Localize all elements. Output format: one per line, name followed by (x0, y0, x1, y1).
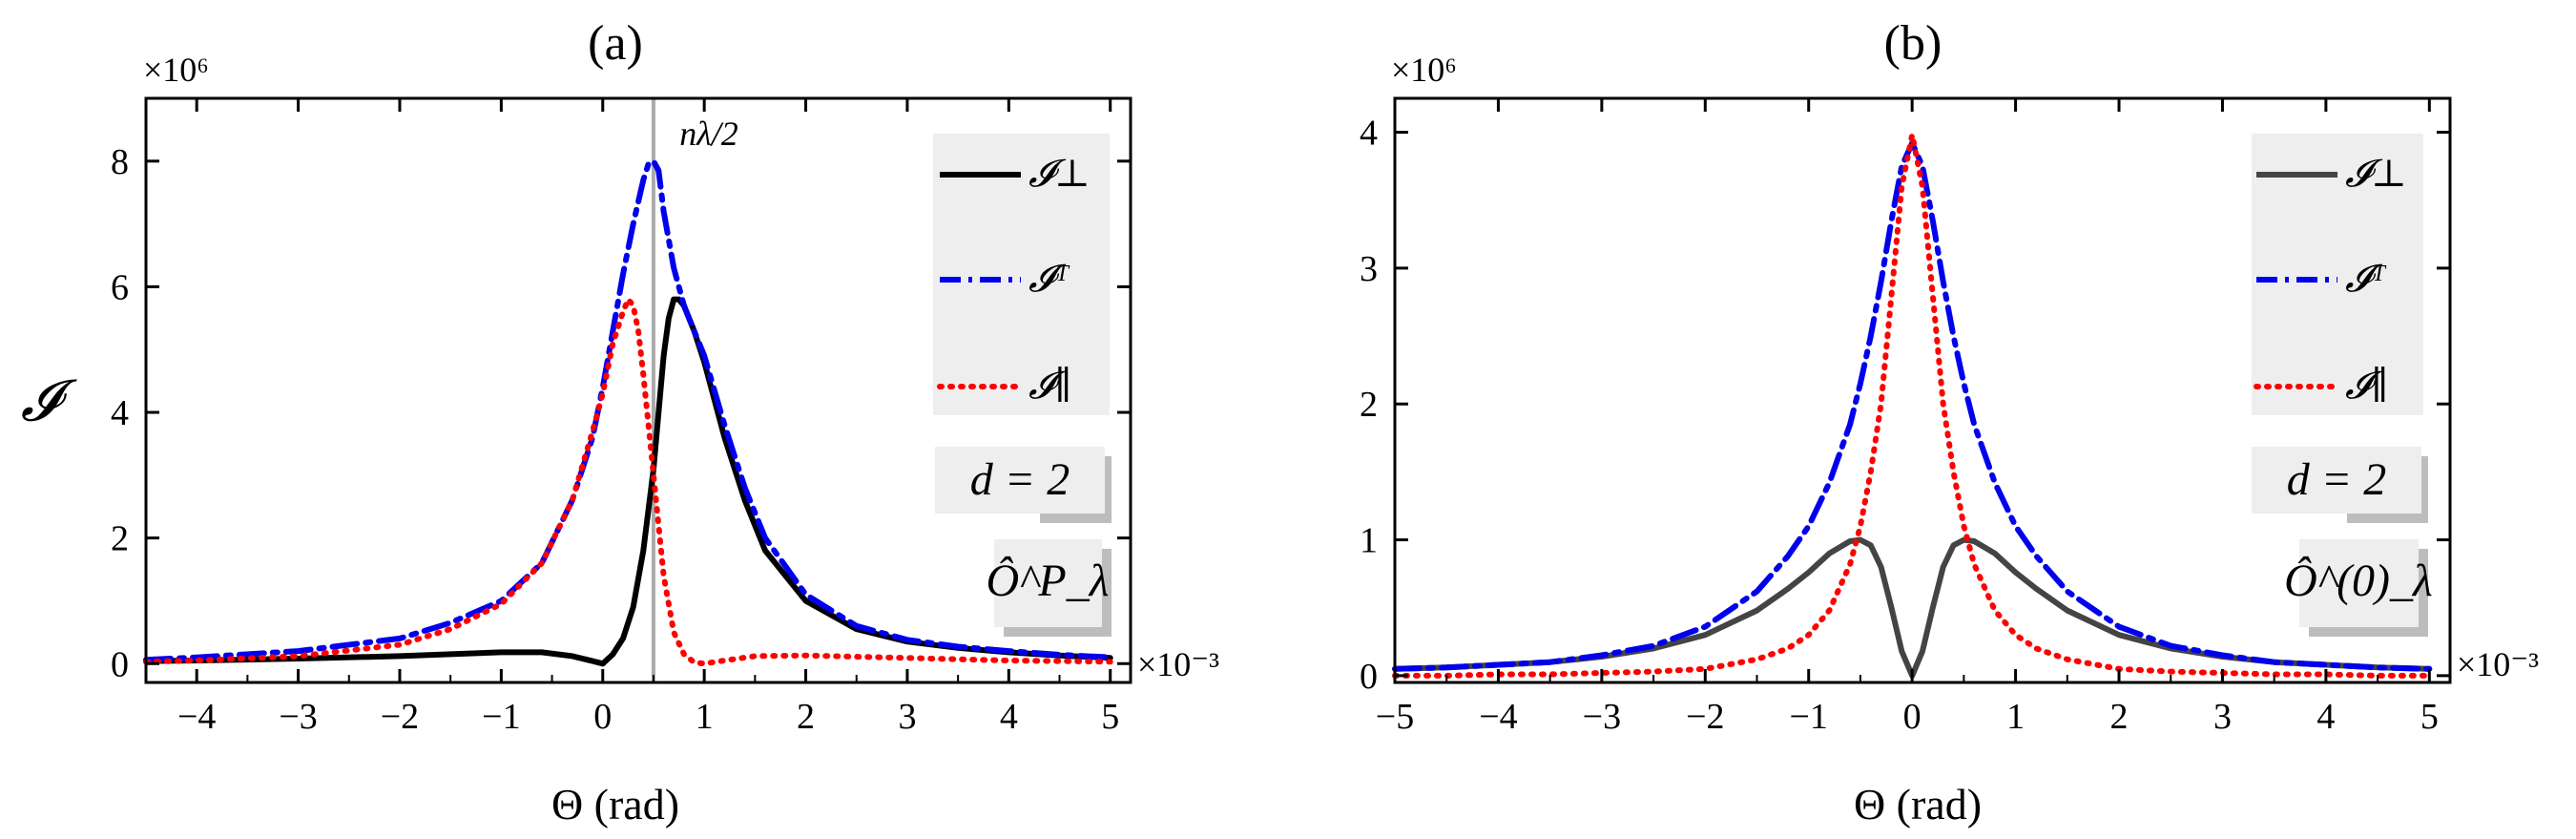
panel-b-param-box (2252, 447, 2421, 514)
panel-b-ytick-label: 3 (1360, 249, 1378, 289)
panel-a-legend-label-parallel: 𝓘∥ (1028, 364, 1072, 407)
panel-b-series-perp (1392, 536, 2433, 679)
panel-a-ytick-label: 4 (111, 393, 129, 433)
panel-a-xlabel: Θ (rad) (551, 780, 679, 829)
panel-b-axes-frame (1393, 96, 2452, 684)
panel-a-title: (a) (588, 16, 643, 71)
panel-b-xtick-label: −5 (1376, 697, 1414, 737)
panel-b-legend-label-total: 𝓘ᵀ (2345, 257, 2387, 300)
panel-a: −4 −3 −2 −1 0 1 2 3 4 5 0 2 4 6 8 (a) ×10⁶ 𝓘 Θ (rad) ×… (21, 16, 1220, 829)
panel-a-y-multiplier: ×10⁶ (143, 51, 209, 89)
panel-b-legend-box (2252, 134, 2423, 415)
panel-a-xtick-label: −3 (279, 697, 317, 737)
panel-b-xtick-label: 2 (2110, 697, 2129, 737)
panel-a-xtick-label: −2 (381, 697, 419, 737)
panel-b-legend-label-parallel: 𝓘∥ (2345, 364, 2389, 407)
panel-a-ytick-label: 0 (111, 644, 129, 684)
panel-a-xtick-label: 0 (593, 697, 612, 737)
panel-a-xtick-label: −1 (482, 697, 520, 737)
panel-b-legend-label-perp: 𝓘⊥ (2345, 152, 2407, 195)
panel-a-ylabel: 𝓘 (21, 369, 77, 432)
panel-b-xtick-label: 1 (2006, 697, 2025, 737)
panel-a-xtick-label: 4 (1000, 697, 1018, 737)
panel-a-x-multiplier: ×10⁻³ (1137, 645, 1219, 683)
panel-b-xtick-label: −3 (1583, 697, 1621, 737)
panel-b-ytick-label: 1 (1360, 521, 1378, 561)
panel-b-ytick-label: 4 (1360, 114, 1378, 154)
panel-b-xlabel: Θ (rad) (1854, 780, 1982, 829)
panel-a-xtick-label: 2 (797, 697, 815, 737)
panel-a-series-perp (143, 296, 1113, 667)
panel-b: −5 −4 −3 −2 −1 0 1 2 3 4 5 0 1 2 3 4 (b) ×10⁶ Θ (rad) ×… (1360, 16, 2539, 829)
panel-a-vline-label: nλ/2 (679, 115, 738, 153)
panel-a-legend-label-perp: 𝓘⊥ (1028, 152, 1091, 195)
panel-b-x-multiplier: ×10⁻³ (2457, 645, 2539, 683)
panel-a-operator-box (994, 539, 1102, 627)
panel-a-xtick-label: −4 (177, 697, 216, 737)
panel-a-plot-area: −4 −3 −2 −1 0 1 2 3 4 5 0 2 4 6 8 (111, 96, 1132, 737)
panel-b-xtick-label: 0 (1903, 697, 1922, 737)
panel-b-xtick-label: −2 (1686, 697, 1724, 737)
panel-b-xtick-label: 3 (2213, 697, 2232, 737)
panel-b-xtick-label: 5 (2420, 697, 2439, 737)
panel-a-xtick-label: 1 (696, 697, 714, 737)
panel-a-series-parallel (143, 296, 1113, 667)
panel-a-xtick-label: 5 (1101, 697, 1119, 737)
panel-a-axes-frame (144, 96, 1132, 684)
panel-b-plot-area: −5 −4 −3 −2 −1 0 1 2 3 4 5 0 1 2 3 4 (1360, 96, 2452, 737)
panel-b-param-label: d = 2 (2287, 454, 2386, 505)
panel-b-xtick-label: −1 (1790, 697, 1828, 737)
panel-a-operator-label: Ô^P_λ (986, 555, 1109, 606)
panel-a-ytick-label: 2 (111, 519, 129, 559)
panel-a-ytick-label: 6 (111, 267, 129, 307)
panel-b-operator-label: Ô^(0)_λ (2284, 555, 2433, 606)
panel-a-legend-label-total: 𝓘ᵀ (1028, 257, 1070, 300)
panel-b-operator-box (2299, 539, 2419, 627)
panel-a-param-box (935, 447, 1105, 514)
panel-a-legend-box (933, 134, 1110, 415)
panel-b-ytick-label: 2 (1360, 385, 1378, 425)
panel-b-xtick-label: 4 (2316, 697, 2335, 737)
panel-b-series-parallel (1392, 132, 2433, 679)
panel-a-ytick-label: 8 (111, 142, 129, 182)
panel-b-xtick-label: −4 (1479, 697, 1517, 737)
panel-a-param-label: d = 2 (970, 454, 1070, 505)
panel-b-title: (b) (1884, 16, 1942, 71)
panel-a-xtick-label: 3 (898, 697, 916, 737)
panel-b-ytick-label: 0 (1360, 657, 1378, 697)
panel-b-y-multiplier: ×10⁶ (1391, 51, 1457, 89)
